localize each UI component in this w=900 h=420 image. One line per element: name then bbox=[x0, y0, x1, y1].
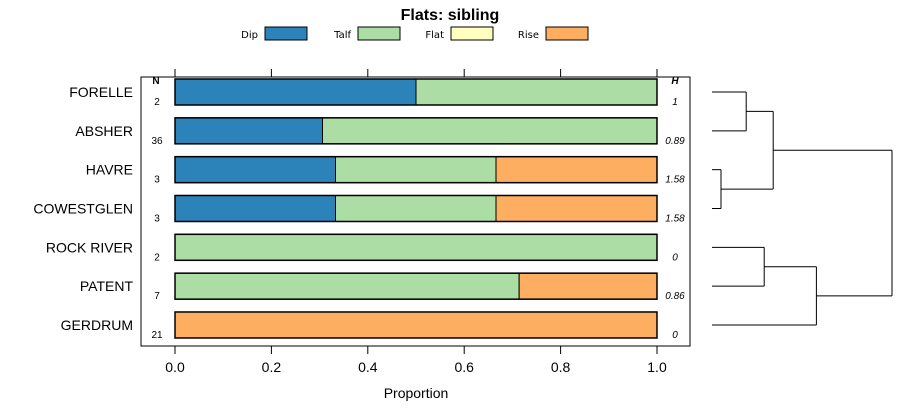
x-tick-label: 0.8 bbox=[551, 359, 571, 375]
dendrogram bbox=[712, 91, 893, 326]
x-tick-label: 0.0 bbox=[165, 359, 185, 375]
n-value-havre: 3 bbox=[154, 175, 160, 186]
bar-outline-absher bbox=[174, 117, 658, 145]
legend-label-dip: Dip bbox=[241, 30, 258, 41]
n-value-forelle: 2 bbox=[154, 97, 160, 108]
bars bbox=[174, 78, 658, 339]
h-value-havre: 1.58 bbox=[665, 175, 685, 186]
h-column: H 1 0.89 1.58 1.58 0 0.86 0 bbox=[665, 76, 685, 341]
n-value-cowestglen: 3 bbox=[154, 213, 160, 224]
bar-patent-talf bbox=[174, 272, 520, 300]
legend-swatch-rise bbox=[545, 26, 589, 41]
category-label-absher: ABSHER bbox=[75, 123, 133, 139]
h-value-absher: 0.89 bbox=[665, 136, 685, 147]
legend-label-rise: Rise bbox=[518, 30, 539, 41]
category-label-gerdrum: GERDRUM bbox=[61, 317, 133, 333]
chart-title: Flats: sibling bbox=[401, 7, 500, 24]
category-label-rock-river: ROCK RIVER bbox=[46, 239, 133, 255]
category-labels: FORELLE ABSHER HAVRE COWESTGLEN ROCK RIVER PA… bbox=[33, 84, 133, 333]
h-value-forelle: 1 bbox=[672, 97, 678, 108]
h-value-patent: 0.86 bbox=[665, 291, 685, 302]
bar-outline-gerdrum bbox=[174, 311, 658, 339]
n-column: N 2 36 3 3 2 7 21 bbox=[151, 76, 163, 341]
bar-rock-river-talf bbox=[174, 233, 658, 261]
plot-frame bbox=[140, 76, 691, 347]
bar-forelle-dip bbox=[174, 78, 417, 106]
bar-forelle-talf bbox=[415, 78, 658, 106]
x-tick-label: 0.4 bbox=[358, 359, 378, 375]
bar-outline-rock-river bbox=[174, 233, 658, 262]
bar-havre-rise bbox=[495, 156, 658, 184]
x-tick-label: 1.0 bbox=[647, 359, 667, 375]
legend-swatch-flat bbox=[450, 26, 494, 41]
bar-outline-havre bbox=[174, 155, 658, 184]
category-label-patent: PATENT bbox=[80, 278, 134, 294]
bar-havre-dip bbox=[174, 156, 337, 184]
bar-outline-patent bbox=[174, 272, 658, 300]
n-value-gerdrum: 21 bbox=[151, 330, 163, 341]
bar-absher-dip bbox=[174, 117, 323, 145]
category-label-cowestglen: COWESTGLEN bbox=[33, 200, 133, 216]
x-axis-label: Proportion bbox=[384, 385, 449, 401]
h-value-cowestglen: 1.58 bbox=[665, 213, 685, 224]
bar-patent-rise bbox=[518, 272, 658, 300]
n-value-absher: 36 bbox=[151, 136, 163, 147]
n-value-patent: 7 bbox=[154, 291, 160, 302]
bar-absher-talf bbox=[321, 117, 658, 145]
bar-havre-talf bbox=[335, 156, 497, 184]
bar-outline-cowestglen bbox=[174, 194, 658, 223]
h-value-gerdrum: 0 bbox=[672, 330, 678, 341]
h-header: H bbox=[671, 76, 679, 87]
legend: Dip Talf Flat Rise bbox=[241, 26, 589, 41]
bar-cowestglen-dip bbox=[174, 194, 337, 222]
bar-outline-forelle bbox=[174, 78, 658, 106]
bar-cowestglen-rise bbox=[495, 194, 658, 222]
bar-gerdrum-rise bbox=[174, 311, 658, 339]
legend-label-talf: Talf bbox=[333, 30, 351, 41]
n-header: N bbox=[152, 76, 159, 87]
category-label-havre: HAVRE bbox=[86, 162, 133, 178]
category-label-forelle: FORELLE bbox=[69, 84, 133, 100]
bar-cowestglen-talf bbox=[335, 194, 497, 222]
legend-label-flat: Flat bbox=[425, 30, 444, 41]
h-value-rock-river: 0 bbox=[672, 252, 678, 263]
x-tick-label: 0.6 bbox=[454, 359, 474, 375]
x-tick-label: 0.2 bbox=[262, 359, 282, 375]
legend-swatch-talf bbox=[357, 26, 401, 41]
x-axis: 0.0 0.2 0.4 0.6 0.8 1.0 bbox=[165, 69, 667, 375]
n-value-rock-river: 2 bbox=[154, 252, 160, 263]
legend-swatch-dip bbox=[264, 26, 308, 41]
